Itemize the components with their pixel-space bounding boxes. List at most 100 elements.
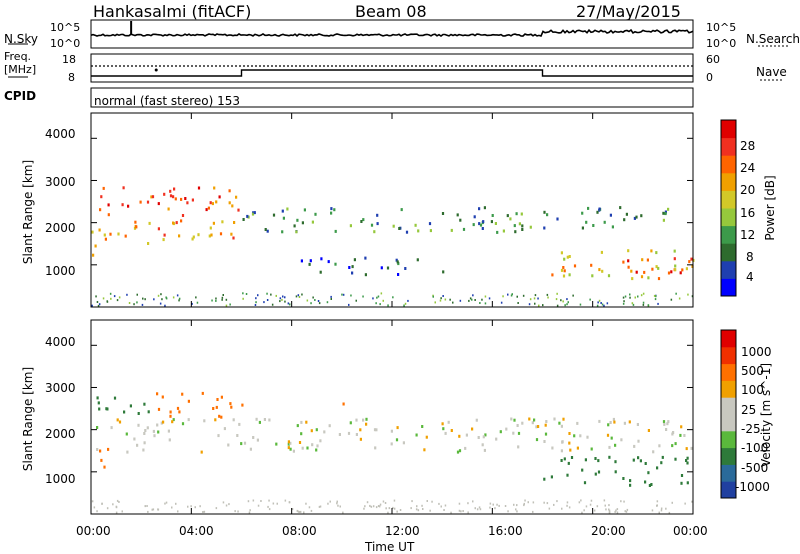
power-panel-speckle bbox=[598, 299, 601, 302]
power-panel-speckle bbox=[629, 293, 631, 296]
velocity-panel-cell bbox=[187, 399, 190, 403]
power-panel-speckle bbox=[562, 300, 564, 303]
power-panel-cell bbox=[349, 224, 352, 228]
velocity-panel-speckle bbox=[507, 510, 509, 513]
velocity-panel-speckle bbox=[247, 500, 250, 503]
power-panel-cell bbox=[127, 204, 130, 208]
velocity-panel-speckle bbox=[651, 509, 654, 512]
velocity-panel-cell bbox=[216, 398, 219, 401]
velocity-panel-speckle bbox=[399, 509, 402, 511]
power-panel-cell bbox=[591, 274, 594, 278]
power-panel-speckle bbox=[459, 299, 462, 302]
noise-sky-line bbox=[90, 28, 694, 37]
power-panel-speckle bbox=[284, 300, 286, 303]
velocity-panel-speckle bbox=[93, 506, 96, 509]
velocity-panel-cell bbox=[648, 484, 651, 487]
power-panel-cell bbox=[396, 260, 399, 264]
velocity-panel-speckle bbox=[426, 500, 428, 502]
velocity-panel-cell bbox=[129, 404, 132, 408]
power-panel-cell bbox=[514, 230, 517, 234]
power-panel-cell bbox=[674, 268, 677, 272]
velocity-panel-cell bbox=[484, 433, 487, 437]
cpid-panel-frame bbox=[90, 87, 694, 108]
velocity-panel-cell bbox=[319, 439, 322, 443]
velocity-panel-speckle bbox=[623, 500, 625, 503]
power-panel-cell bbox=[478, 222, 481, 226]
power-panel-cell bbox=[109, 232, 112, 236]
velocity-panel-cell bbox=[349, 421, 352, 425]
velocity-colorbar-swatch bbox=[721, 330, 736, 348]
velocity-panel-speckle bbox=[118, 501, 120, 503]
power-panel-speckle bbox=[295, 295, 298, 298]
freq-tick-bottom: 8 bbox=[68, 71, 75, 84]
power-panel-cell bbox=[598, 268, 601, 272]
power-panel-cell bbox=[568, 255, 571, 258]
velocity-panel-cell bbox=[220, 415, 223, 419]
power-panel-cell bbox=[364, 256, 367, 260]
velocity-panel-speckle bbox=[566, 501, 569, 504]
power-panel-speckle bbox=[484, 295, 487, 298]
power-panel-speckle bbox=[298, 296, 301, 298]
velocity-panel-cell bbox=[275, 442, 278, 446]
power-panel-speckle bbox=[376, 296, 378, 299]
power-panel-speckle bbox=[116, 299, 119, 302]
power-panel-speckle bbox=[225, 298, 228, 301]
velocity-panel-speckle bbox=[115, 511, 118, 514]
velocity-panel-cell bbox=[230, 405, 233, 409]
velocity-panel-cell bbox=[215, 405, 218, 409]
velocity-panel-cell bbox=[629, 479, 632, 483]
velocity-colorbar-swatch bbox=[721, 397, 736, 415]
power-panel-speckle bbox=[469, 297, 472, 300]
velocity-panel-cell bbox=[685, 459, 688, 462]
power-panel-speckle bbox=[572, 294, 574, 297]
velocity-panel-speckle bbox=[382, 500, 385, 503]
velocity-panel-speckle bbox=[318, 505, 321, 508]
velocity-panel-speckle bbox=[593, 509, 596, 512]
velocity-panel-cell bbox=[666, 422, 669, 426]
velocity-panel-speckle bbox=[164, 502, 166, 505]
power-panel-speckle bbox=[372, 297, 374, 300]
velocity-panel-speckle bbox=[96, 510, 98, 513]
power-panel-cell bbox=[370, 223, 374, 227]
power-panel-cell bbox=[478, 207, 481, 211]
velocity-panel-speckle bbox=[523, 504, 525, 507]
power-panel-speckle bbox=[95, 295, 97, 298]
velocity-panel-cell bbox=[328, 424, 331, 428]
velocity-ytick: 3000 bbox=[45, 381, 76, 395]
power-panel-speckle bbox=[176, 294, 179, 297]
power-panel-cell bbox=[301, 221, 304, 225]
velocity-panel-cell bbox=[644, 462, 647, 465]
velocity-panel-speckle bbox=[385, 507, 387, 510]
velocity-panel-speckle bbox=[460, 510, 462, 513]
noise-sky-label: N.Sky bbox=[4, 32, 39, 46]
velocity-panel-speckle bbox=[375, 506, 378, 509]
velocity-panel-cell bbox=[505, 427, 508, 431]
velocity-panel-speckle bbox=[467, 502, 469, 505]
velocity-panel-cell bbox=[680, 481, 683, 485]
velocity-panel-speckle bbox=[532, 510, 534, 513]
power-panel-speckle bbox=[222, 294, 224, 296]
power-panel-cell bbox=[631, 277, 634, 281]
power-panel-cell bbox=[690, 257, 693, 261]
power-panel-cell bbox=[134, 220, 137, 224]
velocity-panel-speckle bbox=[378, 505, 381, 508]
velocity-cb-tick: -25 bbox=[741, 422, 761, 436]
power-panel-cell bbox=[117, 232, 120, 236]
power-panel-cell bbox=[400, 208, 403, 212]
power-panel-cell bbox=[364, 273, 367, 277]
velocity-panel-cell bbox=[607, 423, 610, 427]
power-panel-cell bbox=[397, 273, 400, 276]
velocity-panel-speckle bbox=[548, 507, 551, 510]
power-panel-cell bbox=[103, 233, 106, 237]
power-panel-speckle bbox=[229, 303, 231, 306]
velocity-panel-cell bbox=[550, 475, 553, 479]
velocity-panel-speckle bbox=[561, 507, 563, 510]
power-panel-cell bbox=[643, 270, 646, 274]
velocity-panel-speckle bbox=[431, 500, 433, 503]
power-panel-cell bbox=[209, 201, 212, 205]
power-panel-speckle bbox=[516, 295, 518, 298]
freq-line bbox=[91, 69, 693, 77]
power-panel-cell bbox=[107, 213, 110, 217]
velocity-panel-speckle bbox=[337, 504, 339, 507]
velocity-panel-cell bbox=[287, 440, 290, 444]
